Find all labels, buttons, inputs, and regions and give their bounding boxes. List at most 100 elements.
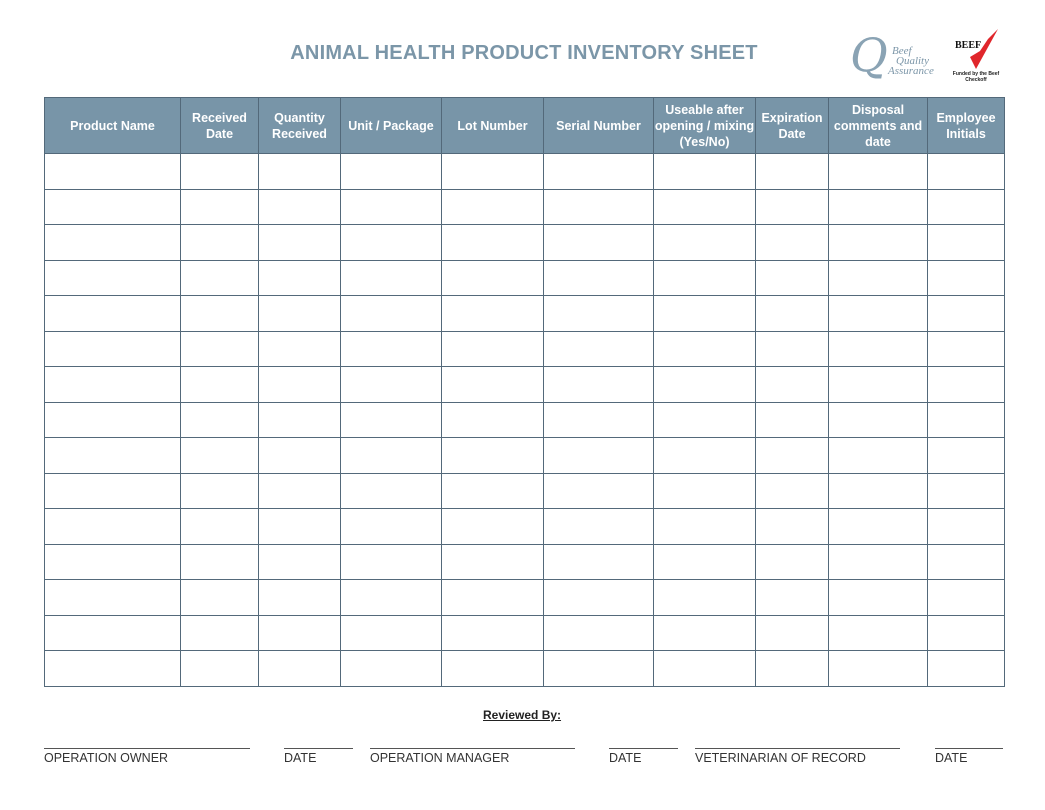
table-cell[interactable] [44,330,181,367]
table-cell[interactable] [441,366,544,403]
table-cell[interactable] [180,579,259,616]
table-cell[interactable] [543,472,654,509]
table-cell[interactable] [44,508,181,545]
table-cell[interactable] [340,650,442,687]
table-cell[interactable] [441,330,544,367]
table-cell[interactable] [44,650,181,687]
table-cell[interactable] [543,650,654,687]
table-cell[interactable] [258,508,341,545]
table-cell[interactable] [828,224,928,261]
table-cell[interactable] [258,295,341,332]
table-cell[interactable] [927,188,1005,225]
table-cell[interactable] [543,366,654,403]
table-cell[interactable] [44,401,181,438]
table-cell[interactable] [927,437,1005,474]
table-cell[interactable] [543,330,654,367]
table-cell[interactable] [653,401,756,438]
table-cell[interactable] [340,259,442,296]
table-cell[interactable] [927,153,1005,190]
table-cell[interactable] [828,188,928,225]
table-cell[interactable] [441,224,544,261]
table-cell[interactable] [180,543,259,580]
table-cell[interactable] [340,579,442,616]
table-cell[interactable] [653,295,756,332]
table-cell[interactable] [653,472,756,509]
table-cell[interactable] [755,224,829,261]
table-cell[interactable] [340,437,442,474]
table-cell[interactable] [441,650,544,687]
table-cell[interactable] [755,508,829,545]
table-cell[interactable] [755,188,829,225]
table-cell[interactable] [258,330,341,367]
table-cell[interactable] [755,614,829,651]
table-cell[interactable] [340,401,442,438]
table-cell[interactable] [543,579,654,616]
table-cell[interactable] [258,401,341,438]
table-cell[interactable] [340,295,442,332]
table-cell[interactable] [258,543,341,580]
table-cell[interactable] [828,579,928,616]
table-cell[interactable] [258,259,341,296]
table-cell[interactable] [258,366,341,403]
table-cell[interactable] [927,401,1005,438]
table-cell[interactable] [828,543,928,580]
table-cell[interactable] [180,437,259,474]
table-cell[interactable] [258,437,341,474]
table-cell[interactable] [44,224,181,261]
table-cell[interactable] [543,259,654,296]
signature-operation-owner[interactable]: OPERATION OWNER [44,748,250,765]
table-cell[interactable] [258,579,341,616]
table-cell[interactable] [755,472,829,509]
table-cell[interactable] [180,650,259,687]
table-cell[interactable] [441,188,544,225]
table-cell[interactable] [653,579,756,616]
table-cell[interactable] [258,472,341,509]
table-cell[interactable] [927,295,1005,332]
table-cell[interactable] [441,295,544,332]
table-cell[interactable] [653,259,756,296]
table-cell[interactable] [44,259,181,296]
table-cell[interactable] [441,614,544,651]
table-cell[interactable] [180,330,259,367]
table-cell[interactable] [543,508,654,545]
table-cell[interactable] [543,543,654,580]
table-cell[interactable] [828,614,928,651]
table-cell[interactable] [180,153,259,190]
table-cell[interactable] [927,472,1005,509]
table-cell[interactable] [441,579,544,616]
table-cell[interactable] [441,543,544,580]
table-cell[interactable] [340,188,442,225]
table-cell[interactable] [441,259,544,296]
table-cell[interactable] [828,508,928,545]
table-cell[interactable] [258,650,341,687]
table-cell[interactable] [543,614,654,651]
table-cell[interactable] [828,330,928,367]
table-cell[interactable] [828,437,928,474]
table-cell[interactable] [653,543,756,580]
table-cell[interactable] [340,330,442,367]
signature-date[interactable]: DATE [609,748,678,765]
table-cell[interactable] [258,614,341,651]
table-cell[interactable] [44,614,181,651]
table-cell[interactable] [755,330,829,367]
table-cell[interactable] [340,543,442,580]
table-cell[interactable] [44,543,181,580]
table-cell[interactable] [180,224,259,261]
table-cell[interactable] [543,437,654,474]
table-cell[interactable] [441,472,544,509]
table-cell[interactable] [755,401,829,438]
table-cell[interactable] [927,579,1005,616]
table-cell[interactable] [340,508,442,545]
signature-veterinarian[interactable]: VETERINARIAN OF RECORD [695,748,900,765]
table-cell[interactable] [441,437,544,474]
table-cell[interactable] [828,650,928,687]
table-cell[interactable] [180,188,259,225]
table-cell[interactable] [44,153,181,190]
table-cell[interactable] [543,224,654,261]
table-cell[interactable] [755,579,829,616]
table-cell[interactable] [653,508,756,545]
table-cell[interactable] [927,259,1005,296]
table-cell[interactable] [653,224,756,261]
table-cell[interactable] [543,295,654,332]
table-cell[interactable] [258,153,341,190]
